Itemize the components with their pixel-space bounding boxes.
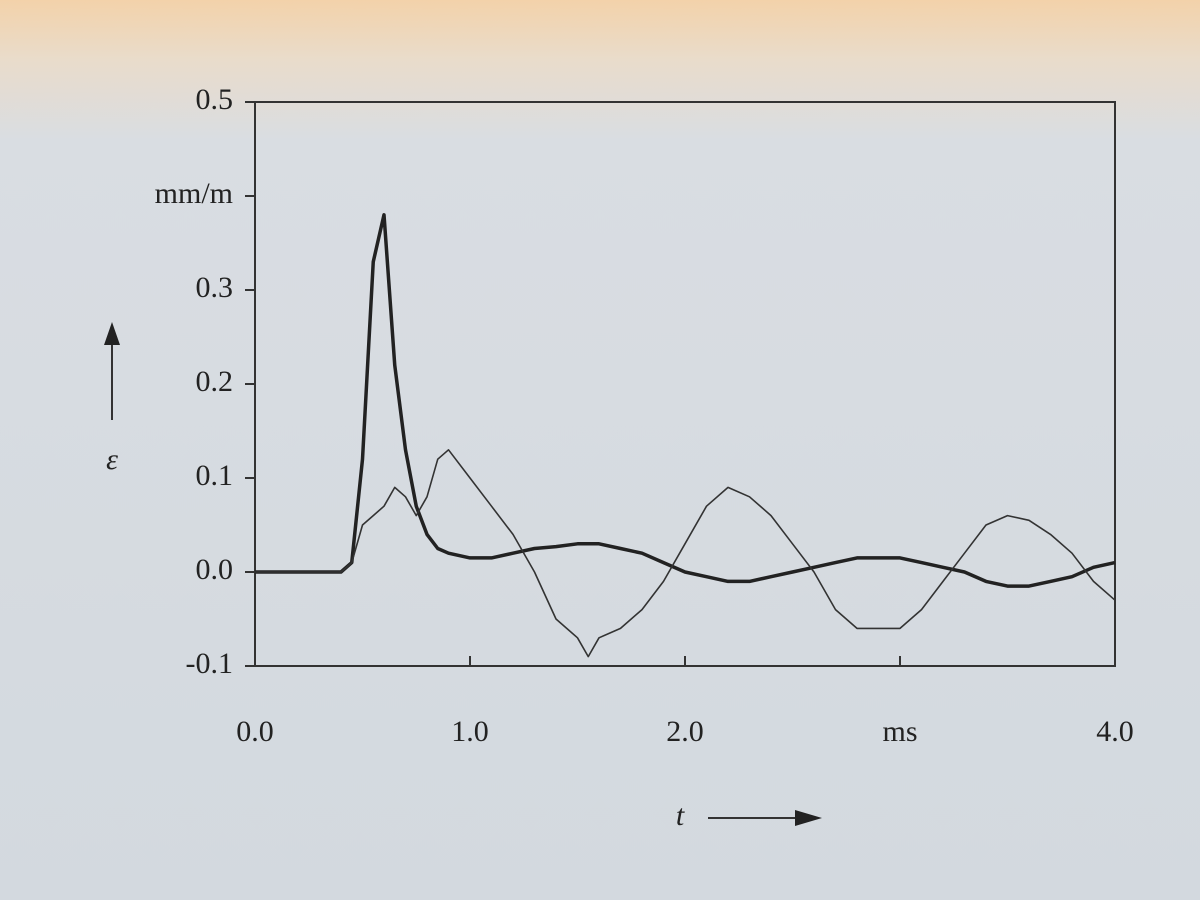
y-axis-label: ε [106, 443, 118, 476]
x-tick-label: 1.0 [451, 715, 489, 748]
y-tick-label: 0.0 [196, 553, 234, 586]
x-tick-label: 4.0 [1096, 715, 1134, 748]
x-tick-label: 2.0 [666, 715, 704, 748]
y-tick-label: 0.2 [196, 365, 234, 398]
y-tick-label: -0.1 [186, 647, 234, 680]
y-tick-label: 0.5 [196, 83, 234, 116]
y-tick-label: 0.3 [196, 271, 234, 304]
x-tick-label: 0.0 [236, 715, 274, 748]
data-line [255, 449, 1116, 658]
y-tick-label: mm/m [155, 177, 233, 210]
x-axis-arrowhead [795, 810, 822, 826]
x-tick-label: ms [882, 715, 917, 748]
y-tick-label: 0.1 [196, 459, 234, 492]
x-axis-label: t [676, 799, 685, 832]
data-line [255, 213, 1116, 588]
y-axis-arrowhead [104, 322, 120, 345]
